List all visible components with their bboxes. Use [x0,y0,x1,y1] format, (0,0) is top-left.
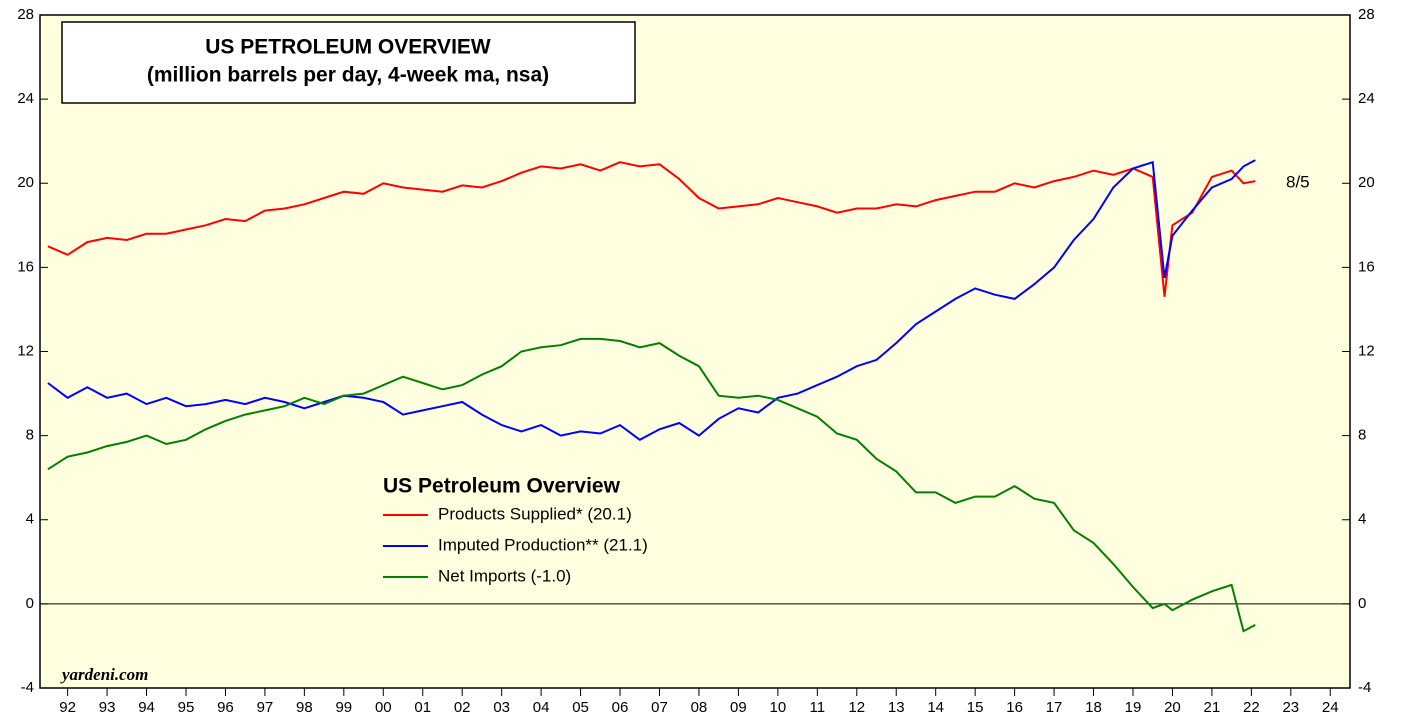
y-tick-label: 24 [17,90,34,107]
x-tick-label: 03 [493,699,510,716]
legend-label: Products Supplied* (20.1) [438,504,632,523]
date-note: 8/5 [1286,172,1310,191]
x-tick-label: 05 [572,699,589,716]
x-tick-label: 15 [967,699,984,716]
x-tick-label: 10 [770,699,787,716]
y-tick-label: 20 [17,174,34,191]
x-tick-label: 20 [1164,699,1181,716]
legend-title: US Petroleum Overview [383,475,621,498]
chart-subtitle: (million barrels per day, 4-week ma, nsa… [147,64,549,87]
series-line [47,337,1256,633]
y-tick-label: 0 [1358,595,1366,612]
x-tick-label: 99 [335,699,352,716]
x-tick-label: 18 [1085,699,1102,716]
y-tick-label: 4 [1358,511,1366,528]
chart-title: US PETROLEUM OVERVIEW [205,36,491,59]
x-tick-label: 06 [612,699,629,716]
x-tick-label: 16 [1006,699,1023,716]
y-tick-label: 12 [1358,342,1375,359]
x-tick-label: 95 [178,699,195,716]
x-tick-label: 22 [1243,699,1260,716]
x-tick-label: 04 [533,699,550,716]
y-tick-label: -4 [1358,679,1371,696]
y-tick-label: 16 [17,258,34,275]
plot-area [39,14,1351,689]
y-tick-label: -4 [21,679,34,696]
y-tick-label: 8 [26,427,34,444]
x-tick-label: 92 [59,699,76,716]
x-tick-label: 00 [375,699,392,716]
x-tick-label: 21 [1204,699,1221,716]
y-tick-label: 4 [26,511,34,528]
x-tick-label: 97 [257,699,274,716]
y-tick-label: 0 [26,595,34,612]
y-tick-label: 16 [1358,258,1375,275]
legend-label: Imputed Production** (21.1) [438,535,648,554]
x-tick-label: 93 [99,699,116,716]
x-tick-label: 17 [1046,699,1063,716]
y-tick-label: 28 [1358,6,1375,23]
x-tick-label: 09 [730,699,747,716]
series-line [47,161,1256,297]
y-tick-label: 8 [1358,427,1366,444]
y-tick-label: 28 [17,6,34,23]
source-note: yardeni.com [60,665,148,684]
x-tick-label: 23 [1282,699,1299,716]
x-tick-label: 02 [454,699,471,716]
x-tick-label: 12 [848,699,865,716]
x-tick-label: 01 [414,699,431,716]
y-tick-label: 24 [1358,90,1375,107]
legend-label: Net Imports (-1.0) [438,566,571,585]
x-tick-label: 24 [1322,699,1339,716]
x-tick-label: 94 [138,699,155,716]
x-tick-label: 19 [1125,699,1142,716]
x-tick-label: 13 [888,699,905,716]
title-box [61,21,636,104]
x-tick-label: 07 [651,699,668,716]
series-line [47,159,1256,441]
x-tick-label: 11 [810,699,826,716]
x-tick-label: 14 [927,699,944,716]
x-tick-label: 08 [691,699,708,716]
y-tick-label: 20 [1358,174,1375,191]
x-tick-label: 98 [296,699,313,716]
x-tick-label: 96 [217,699,234,716]
y-tick-label: 12 [17,342,34,359]
